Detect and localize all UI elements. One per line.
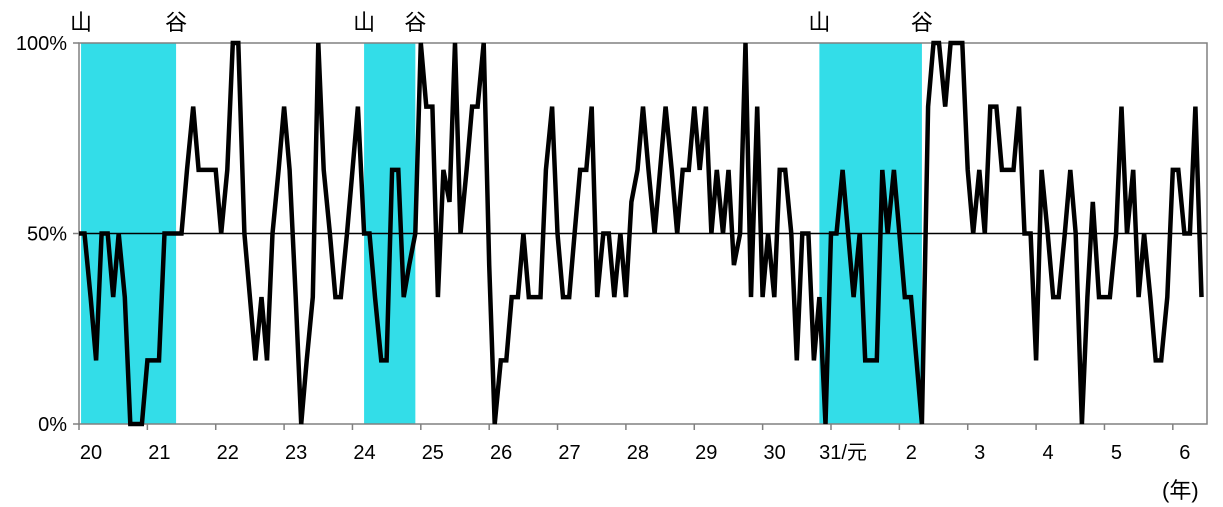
- band-end-label: 谷: [165, 10, 187, 35]
- x-axis: 20 21 22 23 24 25 26 27 28 29 30 31/元 2 3 4 5 6: [78, 424, 1190, 464]
- x-tick-label: 6: [1179, 442, 1190, 464]
- band-start-label: 山: [353, 10, 375, 35]
- band-end-label: 谷: [911, 10, 933, 35]
- x-tick-label: 22: [217, 442, 239, 464]
- x-tick-label: 25: [422, 442, 444, 464]
- x-tick-label: 23: [285, 442, 307, 464]
- x-tick-label: 3: [974, 442, 985, 464]
- band-start-label: 山: [808, 10, 830, 35]
- band-end-label: 谷: [404, 10, 426, 35]
- y-axis: 0% 50% 100%: [16, 33, 79, 436]
- band-labels: 山谷山谷山谷: [70, 10, 933, 35]
- band-start-label: 山: [70, 10, 92, 35]
- x-tick-label: 31/元: [819, 442, 867, 464]
- x-tick-label: 2: [906, 442, 917, 464]
- x-tick-label: 30: [764, 442, 786, 464]
- y-tick-label: 50%: [27, 224, 67, 246]
- series-line: [79, 40, 1204, 427]
- x-tick-label: 20: [80, 442, 102, 464]
- x-tick-label: 29: [695, 442, 717, 464]
- x-tick-label: 5: [1111, 442, 1122, 464]
- y-tick-label: 0%: [38, 414, 67, 436]
- x-tick-label: 26: [490, 442, 512, 464]
- x-tick-label: 24: [353, 442, 375, 464]
- x-tick-label: 4: [1043, 442, 1054, 464]
- x-tick-label: 27: [558, 442, 580, 464]
- x-tick-label: 28: [627, 442, 649, 464]
- y-tick-label: 100%: [16, 33, 67, 55]
- x-tick-label: 21: [148, 442, 170, 464]
- x-unit-label: (年): [1162, 478, 1199, 503]
